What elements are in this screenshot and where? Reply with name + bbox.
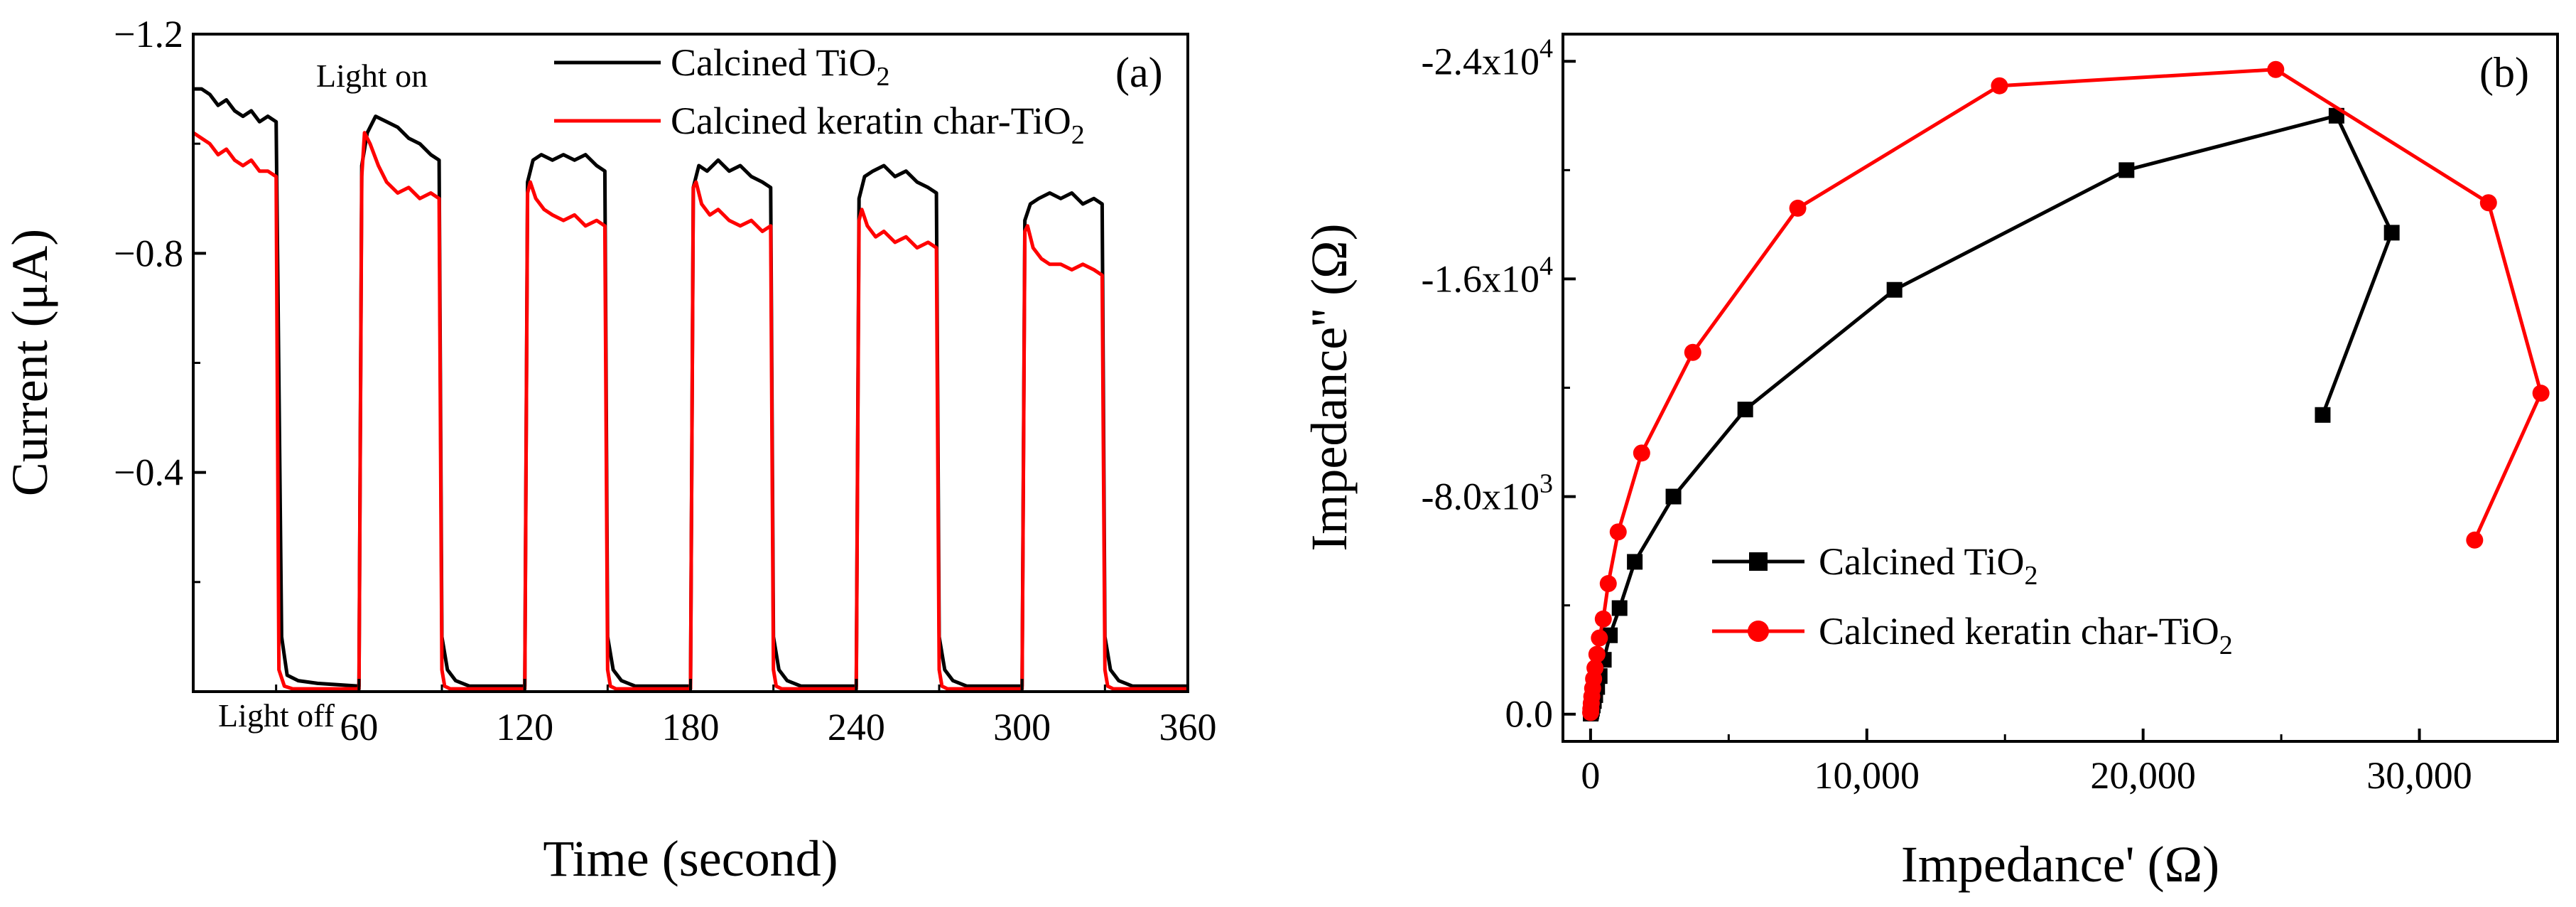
chart-b-y-ticks: 0.0 -8.0x103 -1.6x104 -2.4x104 [1422, 33, 1576, 736]
legend-label-calcined-tio2: Calcined TiO2 [1819, 540, 2038, 591]
chart-a-y-tick-label: −1.2 [114, 13, 183, 55]
legend-label-calcined-keratin-char-tio2: Calcined keratin char-TiO2 [1819, 610, 2233, 660]
chart-b-series [1582, 60, 2550, 721]
legend-marker-square [1749, 552, 1768, 571]
chart-b-x-tick-label: 20,000 [2090, 754, 2196, 797]
chart-b-y-axis-label: Impedance'' (Ω) [1301, 223, 1358, 551]
chart-b-point-square [1611, 600, 1628, 616]
chart-a-y-tick-label: −0.4 [114, 451, 183, 494]
chart-a-y-ticks: −0.4 −0.8 −1.2 [114, 13, 206, 584]
chart-b-point-circle [1594, 610, 1612, 628]
chart-a-series-line-1 [192, 131, 1188, 691]
chart-b-point-square [1627, 554, 1643, 570]
chart-b-point-square [1886, 281, 1903, 298]
chart-b-point-circle [1591, 629, 1608, 647]
chart-a-x-tick-label: 360 [1159, 706, 1217, 748]
chart-a-y-tick-label: −0.8 [114, 232, 183, 274]
chart-b-legend: Calcined TiO2 Calcined keratin char-TiO2 [1712, 540, 2233, 660]
chart-b-y-tick-label: 0.0 [1505, 693, 1554, 736]
chart-a-series [192, 87, 1188, 691]
chart-a-series-line-0 [193, 87, 1188, 688]
chart-b-point-circle [1588, 645, 1606, 663]
chart-a-x-axis-label: Time (second) [543, 830, 838, 887]
chart-b-point-circle [2479, 194, 2497, 212]
chart-b-panel-label: (b) [2479, 49, 2529, 96]
chart-b-point-circle [1609, 523, 1627, 541]
chart-b-x-tick-label: 30,000 [2366, 754, 2472, 797]
chart-a-x-tick-label: 60 [340, 706, 378, 748]
chart-b-x-ticks: 0 10,000 20,000 30,000 [1581, 729, 2472, 797]
chart-b-y-tick-label: -8.0x103 [1422, 469, 1553, 518]
chart-b-point-circle [2532, 385, 2550, 402]
chart-b-point-square [2118, 162, 2135, 178]
chart-b: 0 10,000 20,000 30,000 0.0 -8.0x103 -1.6x104 -… [1301, 33, 2559, 893]
chart-a-x-tick-label: 120 [496, 706, 553, 748]
chart-a-annotation-light-on: Light on [316, 58, 428, 94]
chart-b-y-tick-label: -2.4x104 [1422, 33, 1553, 82]
chart-b-point-circle [1633, 444, 1650, 462]
chart-b-point-square [1737, 402, 1753, 418]
chart-b-point-circle [1789, 199, 1807, 217]
chart-a-x-tick-label: 240 [828, 706, 885, 748]
chart-a: 60 120 180 240 300 360 −0.4 −0.8 −1.2 (a) Light… [1, 13, 1217, 887]
legend-label-calcined-tio2: Calcined TiO2 [671, 41, 890, 92]
chart-a-y-axis-label: Current (μA) [1, 229, 58, 497]
chart-a-annotation-light-off: Light off [218, 697, 335, 734]
chart-b-x-axis-label: Impedance' (Ω) [1901, 836, 2219, 893]
chart-a-panel-label: (a) [1115, 49, 1163, 96]
chart-a-legend: Calcined TiO2 Calcined keratin char-TiO2 [554, 41, 1085, 150]
legend-marker-circle [1748, 621, 1769, 642]
chart-b-point-circle [2466, 531, 2484, 549]
chart-b-point-circle [2267, 60, 2285, 78]
chart-b-y-tick-label: -1.6x104 [1422, 251, 1553, 300]
chart-b-point-square [2315, 407, 2331, 423]
chart-a-x-tick-label: 180 [662, 706, 720, 748]
legend-label-calcined-keratin-char-tio2: Calcined keratin char-TiO2 [671, 100, 1085, 150]
chart-b-point-circle [1599, 575, 1617, 593]
chart-b-point-circle [1684, 343, 1701, 361]
chart-b-x-tick-label: 10,000 [1814, 754, 1920, 797]
chart-b-point-square [1665, 488, 1682, 505]
chart-a-x-ticks: 60 120 180 240 300 360 [275, 679, 1217, 748]
chart-b-point-circle [1586, 659, 1604, 677]
chart-a-x-tick-label: 300 [993, 706, 1051, 748]
chart-b-point-square [2383, 225, 2400, 241]
chart-b-point-circle [1991, 77, 2008, 95]
chart-b-x-tick-label: 0 [1581, 754, 1600, 797]
